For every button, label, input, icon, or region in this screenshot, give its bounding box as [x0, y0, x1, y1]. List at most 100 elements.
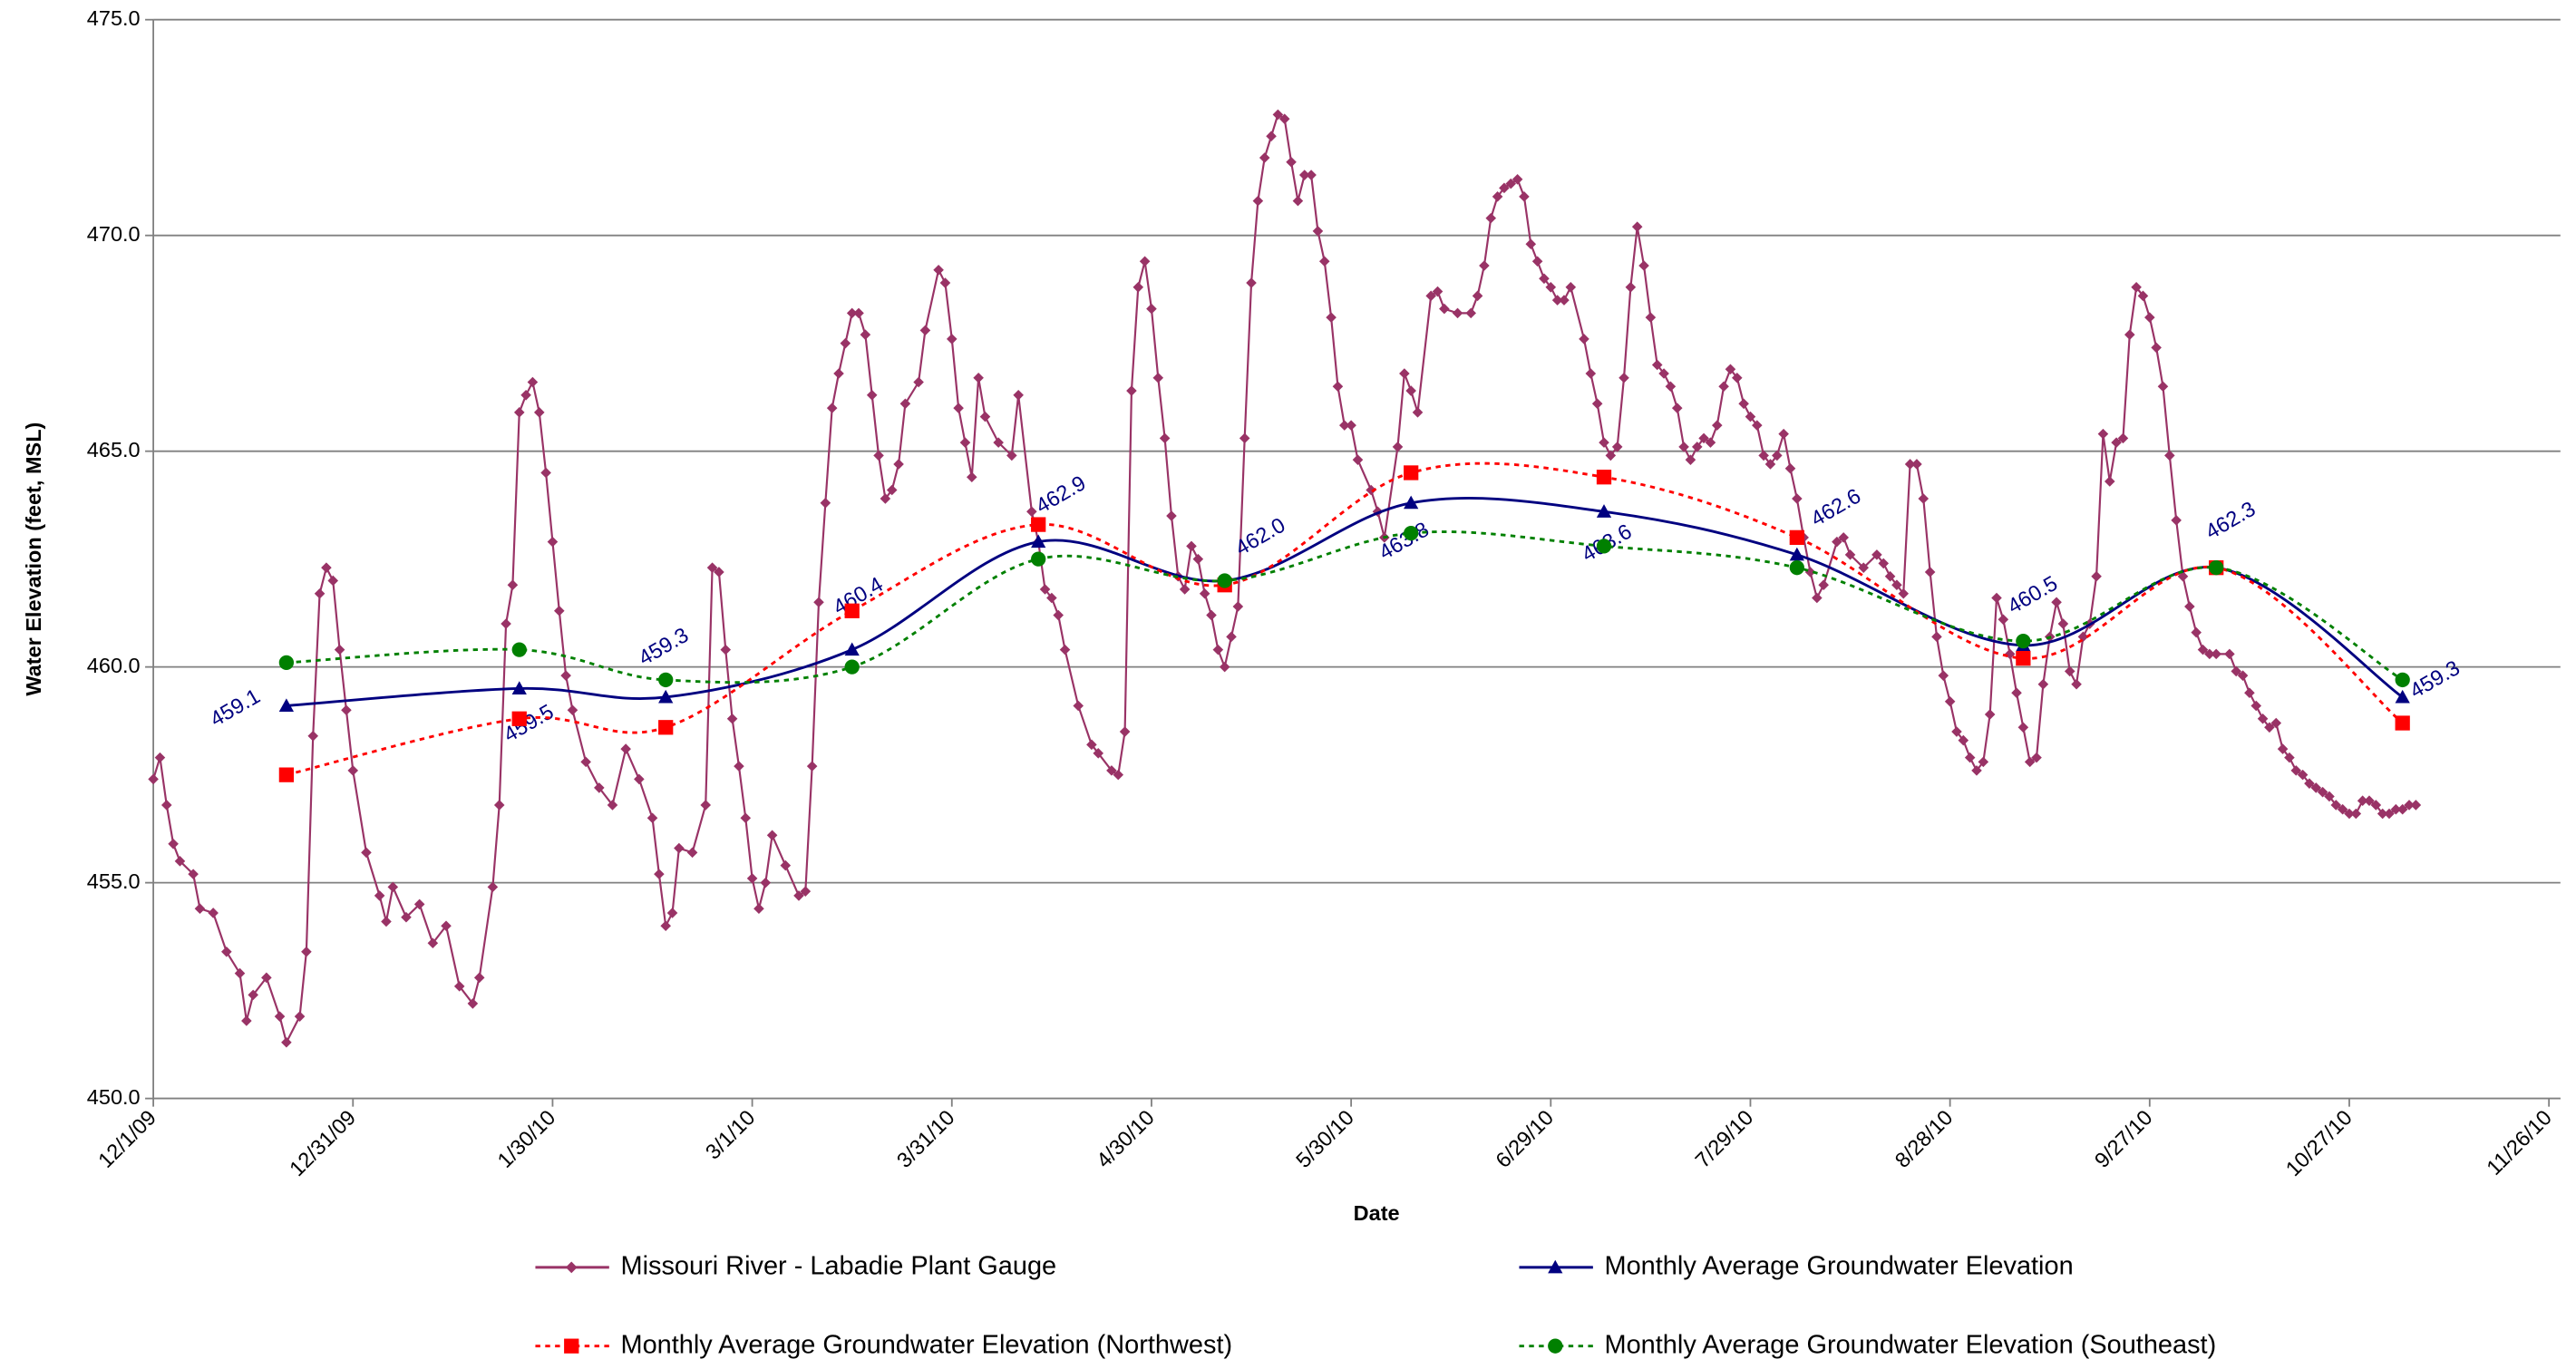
marker — [1338, 420, 1350, 431]
marker — [2124, 329, 2135, 340]
marker — [1472, 290, 1483, 302]
marker — [1844, 549, 1856, 560]
marker — [1938, 670, 1949, 681]
marker — [666, 908, 678, 918]
marker — [361, 847, 372, 859]
marker — [2164, 450, 2175, 461]
marker — [933, 264, 944, 276]
marker — [487, 881, 499, 893]
data-label: 459.3 — [2406, 655, 2464, 703]
marker — [547, 536, 559, 548]
marker — [441, 920, 452, 932]
marker — [658, 672, 674, 688]
marker — [1619, 372, 1629, 384]
marker — [294, 1011, 306, 1022]
marker — [278, 698, 295, 712]
marker — [2064, 665, 2075, 677]
marker — [560, 670, 571, 681]
marker — [2071, 678, 2082, 690]
marker — [1013, 390, 1024, 401]
marker — [565, 1261, 578, 1274]
marker — [2270, 717, 2282, 729]
series-line — [286, 461, 2404, 777]
x-tick-label: 12/31/09 — [285, 1105, 360, 1180]
marker — [1519, 191, 1530, 202]
marker — [1031, 551, 1046, 567]
marker — [946, 334, 957, 345]
marker — [860, 329, 871, 340]
marker — [1106, 765, 1117, 776]
marker — [1998, 614, 2009, 626]
legend-item: Monthly Average Groundwater Elevation (S… — [1519, 1330, 2216, 1359]
marker — [1046, 592, 1057, 604]
marker — [2037, 678, 2049, 690]
marker — [1226, 631, 1237, 643]
x-tick-label: 8/28/10 — [1891, 1105, 1958, 1172]
marker — [1505, 178, 1517, 189]
marker — [820, 497, 831, 509]
marker — [327, 575, 339, 587]
marker — [1596, 470, 1612, 485]
marker — [334, 644, 345, 655]
marker — [511, 711, 527, 726]
legend-label: Monthly Average Groundwater Elevation (S… — [1605, 1330, 2217, 1359]
marker — [893, 459, 904, 470]
marker — [1638, 260, 1649, 271]
marker — [2317, 786, 2328, 798]
marker — [1217, 573, 1232, 588]
marker — [620, 743, 631, 754]
marker — [1832, 536, 1842, 548]
marker — [1206, 609, 1217, 621]
marker — [1126, 385, 1137, 396]
marker — [886, 484, 898, 496]
marker — [1425, 290, 1436, 302]
marker — [2211, 648, 2221, 660]
marker — [1039, 584, 1051, 595]
marker — [2051, 597, 2062, 608]
legend-item: Monthly Average Groundwater Elevation — [1519, 1252, 2074, 1281]
marker — [1318, 256, 1330, 267]
marker — [301, 947, 312, 957]
marker — [939, 277, 951, 288]
marker — [1698, 432, 1709, 444]
marker — [844, 642, 860, 656]
marker — [1685, 454, 1696, 465]
marker — [1452, 307, 1463, 319]
data-label: 462.6 — [1807, 484, 1865, 531]
marker — [1272, 109, 1284, 121]
marker — [1871, 549, 1882, 560]
marker — [1332, 381, 1344, 393]
data-label: 459.1 — [206, 684, 264, 731]
marker — [1292, 195, 1304, 207]
marker — [493, 800, 505, 811]
marker — [1119, 726, 1131, 737]
marker — [1192, 553, 1204, 565]
marker — [1924, 567, 1936, 578]
marker — [1219, 661, 1230, 673]
marker — [2395, 672, 2410, 688]
data-label: 459.3 — [635, 623, 693, 670]
marker — [1252, 195, 1264, 207]
marker — [844, 659, 860, 675]
marker — [919, 325, 931, 336]
marker — [1312, 226, 1324, 237]
marker — [1485, 212, 1497, 224]
data-label: 463.8 — [1375, 517, 1433, 564]
marker — [813, 597, 824, 608]
marker — [967, 471, 977, 483]
marker — [844, 603, 860, 618]
marker — [1026, 506, 1037, 518]
marker — [1784, 462, 1796, 474]
marker — [347, 765, 359, 776]
x-tick-label: 11/26/10 — [2482, 1105, 2556, 1180]
marker — [2337, 803, 2348, 815]
marker — [1591, 398, 1603, 410]
marker — [1918, 493, 1930, 504]
marker — [511, 642, 527, 657]
marker — [1146, 303, 1157, 315]
x-tick-label: 9/27/10 — [2090, 1105, 2157, 1172]
marker — [1752, 420, 1763, 431]
marker — [1326, 312, 1337, 323]
